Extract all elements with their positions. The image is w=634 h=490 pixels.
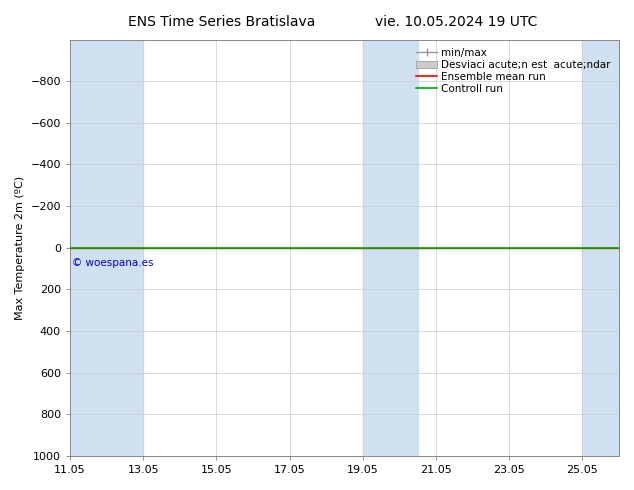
Bar (70, 40, 143, 456)
Text: ENS Time Series Bratislava: ENS Time Series Bratislava (128, 15, 316, 29)
Bar (363, 40, 418, 456)
Text: © woespana.es: © woespana.es (72, 258, 153, 268)
Text: vie. 10.05.2024 19 UTC: vie. 10.05.2024 19 UTC (375, 15, 538, 29)
Y-axis label: Max Temperature 2m (ºC): Max Temperature 2m (ºC) (15, 176, 25, 320)
Bar (583, 40, 619, 456)
Legend: min/max, Desviaci acute;n est  acute;ndar, Ensemble mean run, Controll run: min/max, Desviaci acute;n est acute;ndar… (413, 45, 614, 97)
